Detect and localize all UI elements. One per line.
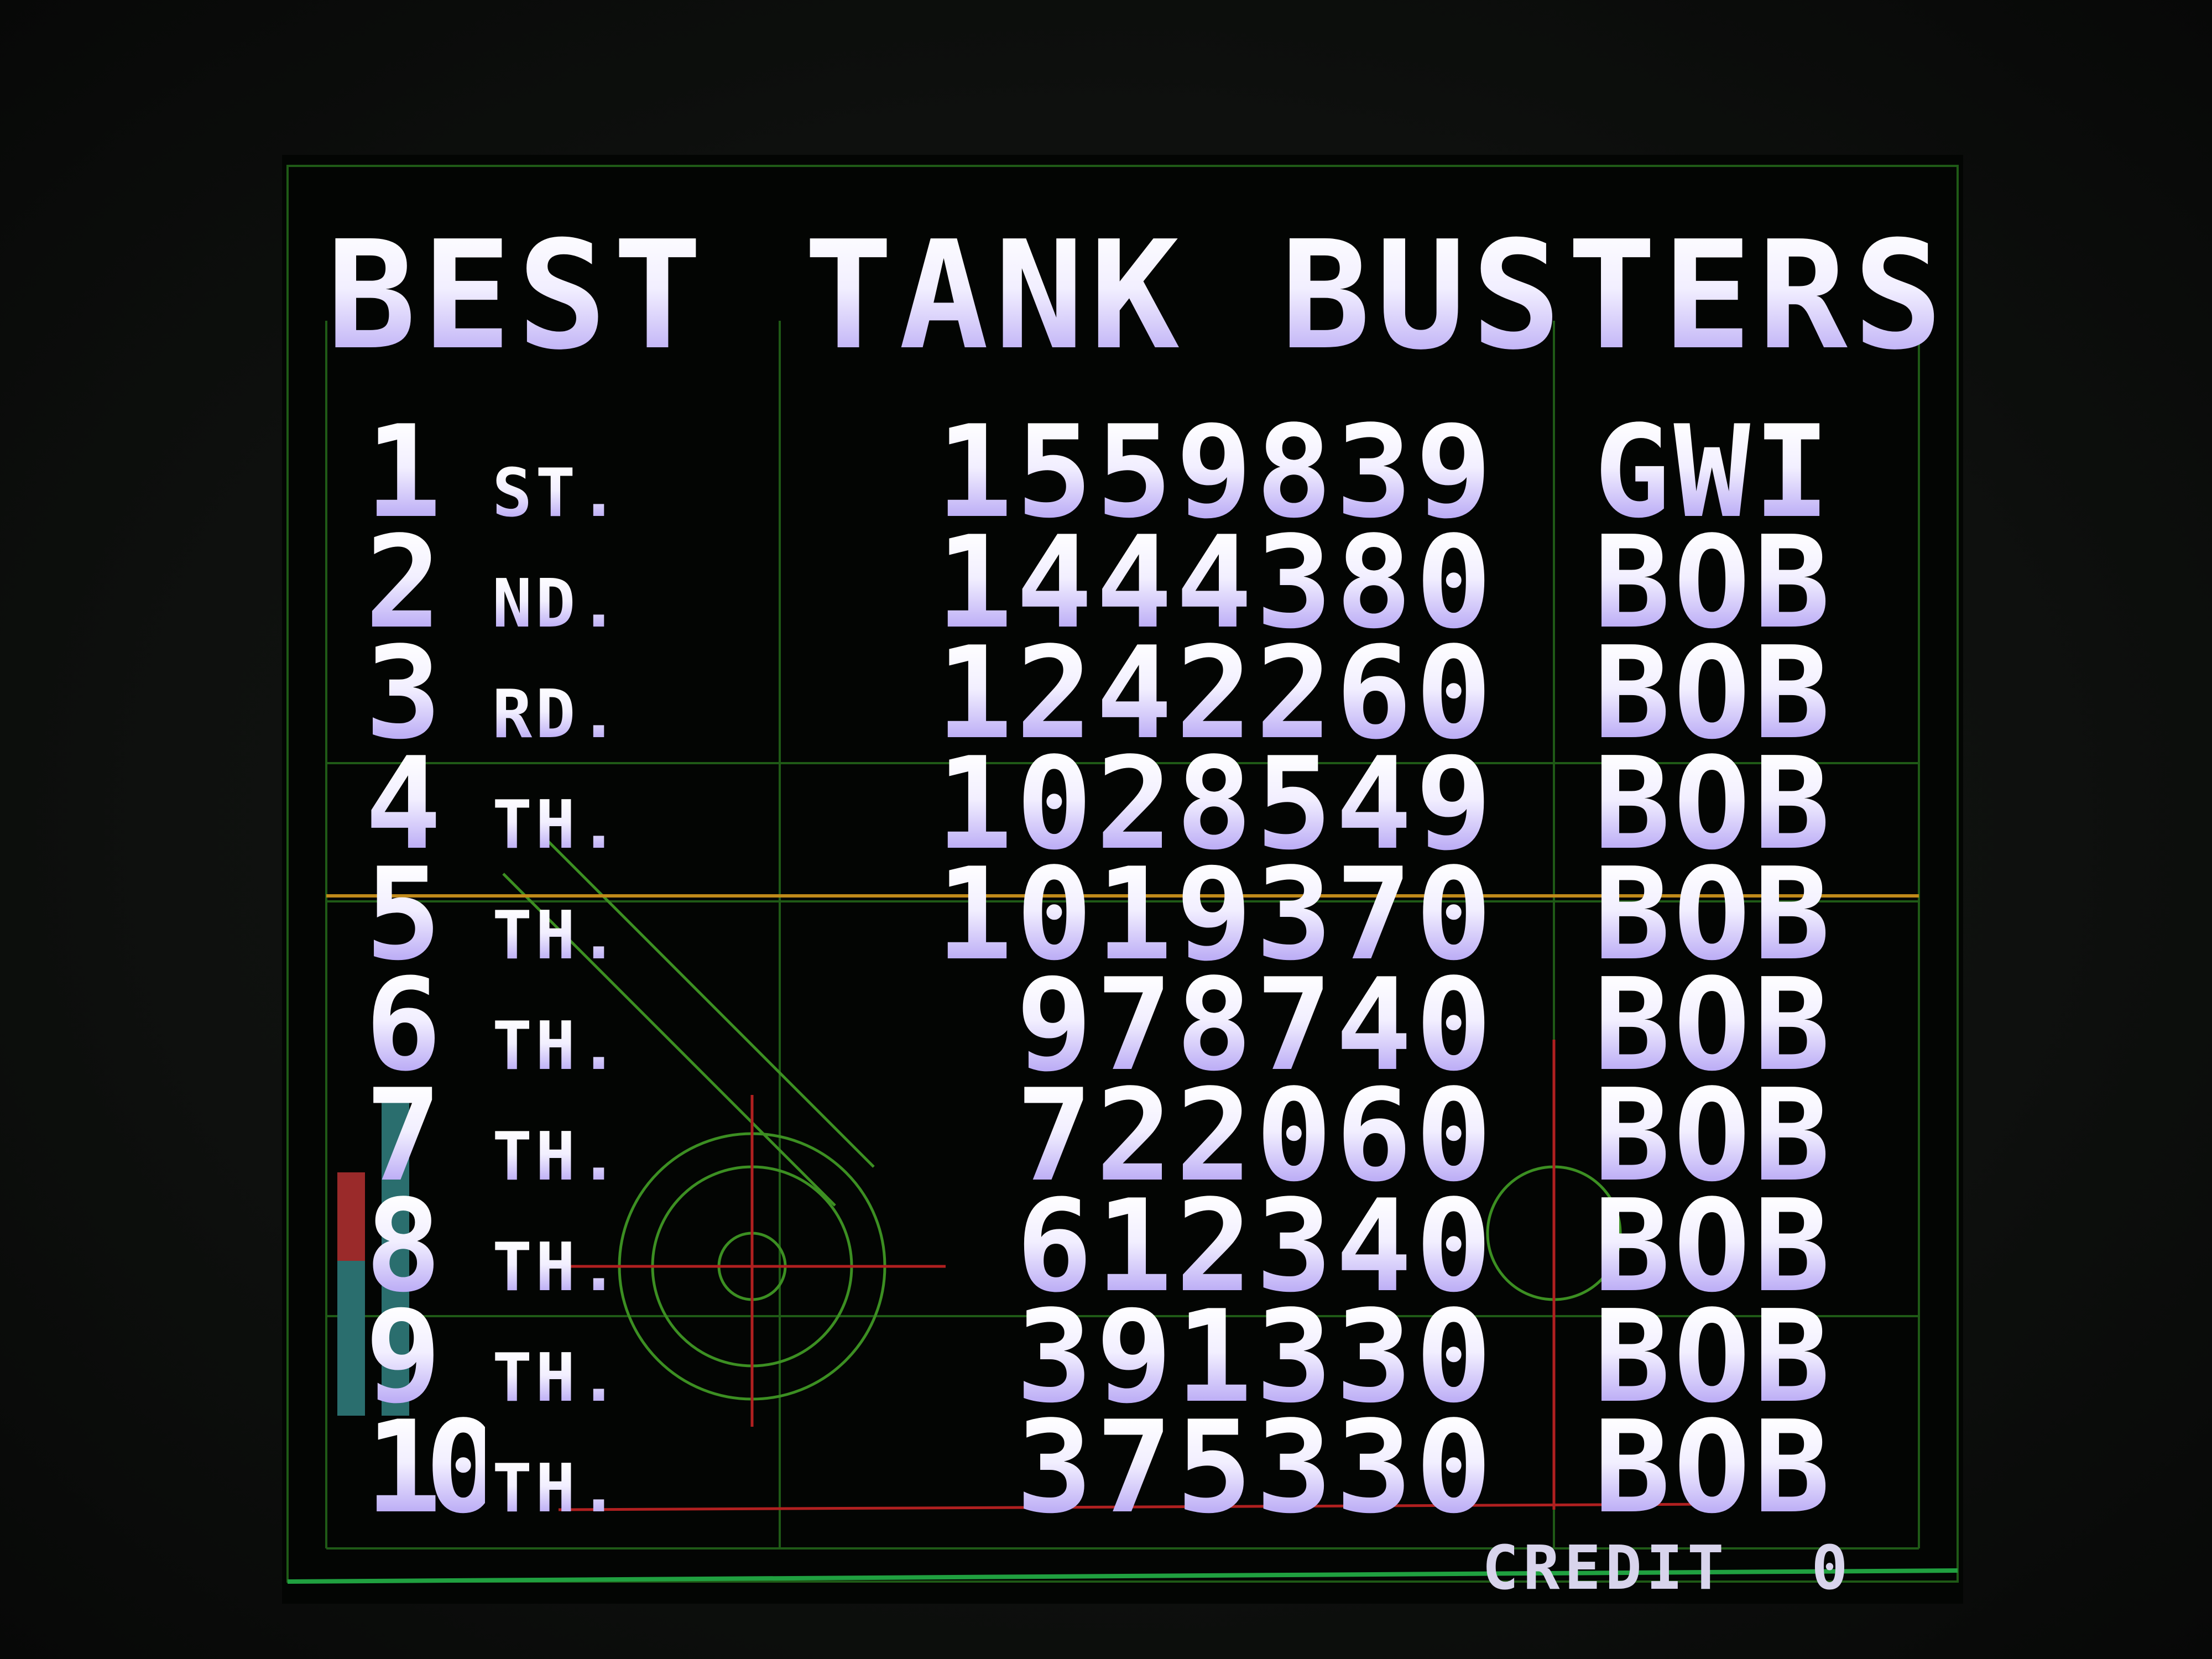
credit-label: CREDIT [1482, 1532, 1729, 1603]
player-initials: BOB [1594, 841, 1834, 989]
player-initials: BOB [1594, 1173, 1834, 1321]
score-value: 1559839 [936, 399, 1495, 546]
rank-suffix: TH. [492, 1340, 622, 1417]
player-initials: BOB [1594, 731, 1834, 878]
rank-suffix: TH. [492, 898, 622, 974]
score-value: 375330 [1016, 1394, 1495, 1542]
rank-number: 8 [365, 1173, 445, 1321]
player-initials: BOB [1594, 1284, 1834, 1431]
rank-suffix: ND. [492, 566, 622, 643]
score-value: 722060 [1016, 1062, 1495, 1210]
high-score-row: 4 TH. 1028549 BOB [282, 731, 1963, 878]
score-value: 1242260 [936, 620, 1495, 768]
rank-number: 7 [365, 1062, 445, 1210]
player-initials: BOB [1594, 620, 1834, 768]
player-initials: BOB [1594, 952, 1834, 1099]
high-score-row: 9 TH. 391330 BOB [282, 1284, 1963, 1431]
rank-suffix: TH. [492, 1229, 622, 1306]
score-value: 1444380 [936, 509, 1495, 657]
rank-suffix: RD. [492, 676, 622, 753]
credit-value: 0 [1811, 1532, 1853, 1603]
score-value: 978740 [1016, 952, 1495, 1099]
player-initials: BOB [1594, 1062, 1834, 1210]
high-score-row: 6 TH. 978740 BOB [282, 952, 1963, 1099]
rank-suffix: TH. [492, 1008, 622, 1085]
background-schematic [286, 165, 1959, 1584]
player-initials: GWI [1594, 399, 1834, 546]
rank-suffix: ST. [492, 455, 622, 532]
rank-number: 2 [365, 509, 445, 657]
rank-number: 6 [365, 952, 445, 1099]
rank-suffix: TH. [492, 1119, 622, 1196]
high-score-row: 2 ND. 1444380 BOB [282, 509, 1963, 657]
credit-counter: CREDIT 0 [1482, 1537, 1853, 1598]
high-score-row: 10 TH. 375330 BOB [282, 1394, 1963, 1542]
high-score-row: 8 TH. 612340 BOB [282, 1173, 1963, 1321]
screen-title: BEST TANK BUSTERS [326, 208, 1949, 383]
high-score-row: 3 RD. 1242260 BOB [282, 620, 1963, 768]
player-initials: BOB [1594, 1394, 1834, 1542]
rank-number: 9 [365, 1284, 445, 1431]
high-score-row: 5 TH. 1019370 BOB [282, 841, 1963, 989]
score-value: 612340 [1016, 1173, 1495, 1321]
high-score-row: 1 ST. 1559839 GWI [282, 399, 1963, 546]
score-value: 1019370 [936, 841, 1495, 989]
score-value: 1028549 [936, 731, 1495, 878]
rank-number: 1 [365, 399, 445, 546]
rank-number: 10 [365, 1394, 502, 1542]
score-value: 391330 [1016, 1284, 1495, 1431]
rank-number: 3 [365, 620, 445, 768]
player-initials: BOB [1594, 509, 1834, 657]
rank-suffix: TH. [492, 787, 622, 864]
game-screen: BEST TANK BUSTERS 1 ST. 1559839 GWI 2 ND. 1444… [282, 155, 1963, 1604]
high-score-row: 7 TH. 722060 BOB [282, 1062, 1963, 1210]
rank-suffix: TH. [492, 1451, 622, 1527]
rank-number: 5 [365, 841, 445, 989]
rank-number: 4 [365, 731, 445, 878]
